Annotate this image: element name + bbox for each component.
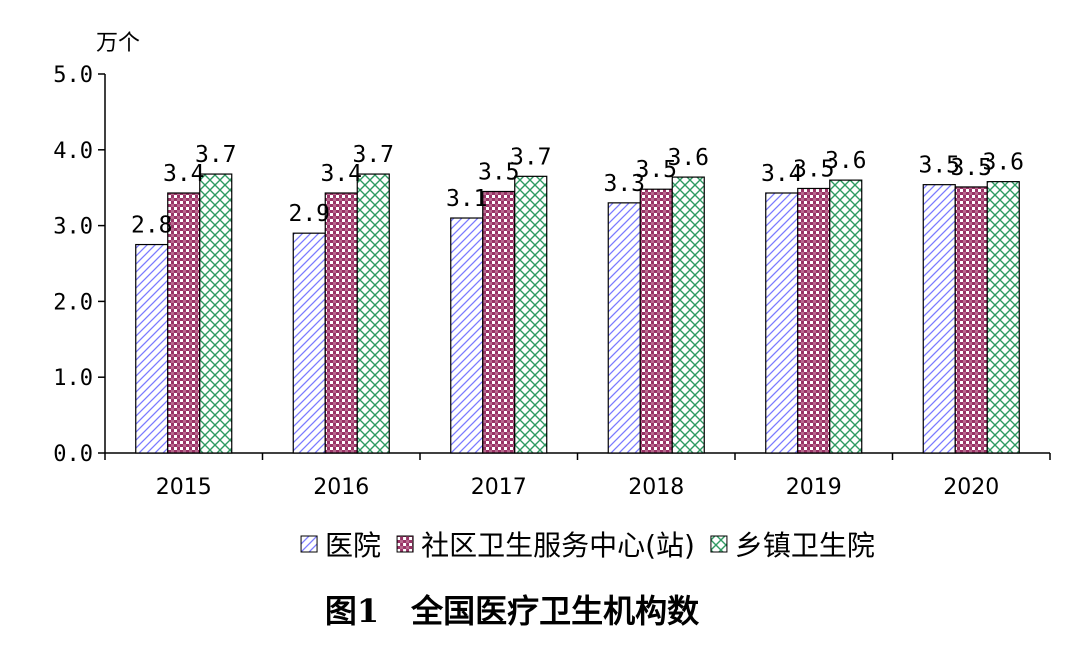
y-axis-unit: 万个 [96, 31, 140, 56]
data-label: 3.7 [510, 144, 552, 170]
data-label: 3.7 [195, 142, 237, 168]
data-label: 3.1 [446, 186, 488, 212]
x-category-label: 2015 [156, 475, 212, 500]
bar-1-2016 [324, 192, 358, 454]
bar-2-2018 [671, 176, 705, 454]
data-label: 2.9 [288, 201, 330, 227]
data-label: 3.3 [603, 171, 645, 197]
data-label: 2.8 [131, 213, 173, 239]
legend: 医院 社区卫生服务中心(站) 乡镇卫生院 [300, 529, 875, 562]
data-label: 3.6 [667, 145, 709, 171]
x-category-label: 2016 [313, 475, 369, 500]
x-category-label: 2017 [471, 475, 527, 500]
y-tick-label: 1.0 [53, 366, 93, 391]
legend-swatch [710, 535, 728, 553]
bar-2-2017 [514, 175, 548, 454]
bar-2-2016 [356, 173, 390, 454]
data-label: 3.5 [950, 155, 992, 181]
legend-swatch [396, 535, 414, 553]
y-tick-label: 0.0 [53, 442, 93, 467]
bars [135, 173, 1020, 454]
legend-swatch [300, 535, 318, 553]
x-category-label: 2019 [786, 475, 842, 500]
data-label: 3.4 [163, 161, 205, 187]
chart-title: 图1 全国医疗卫生机构数 [325, 592, 700, 630]
y-tick-label: 4.0 [53, 139, 93, 164]
bar-0-2017 [450, 217, 484, 454]
data-label: 3.5 [918, 153, 960, 179]
data-label: 3.5 [635, 157, 677, 183]
data-label: 3.4 [761, 161, 803, 187]
bar-2-2020 [986, 181, 1020, 454]
data-label: 3.7 [352, 142, 394, 168]
data-label: 3.6 [982, 150, 1024, 176]
x-axis: 2015 2016 2017 2018 2019 2020 [104, 452, 1051, 500]
data-labels: 2.8 2.93.13.3 3.4 3.53.4 3.4 3.5 3.5 3.5 3.53.7 3… [131, 142, 1024, 238]
y-tick-label: 2.0 [53, 290, 93, 315]
bar-0-2020 [922, 184, 956, 454]
bar-0-2019 [765, 192, 799, 454]
data-label: 3.5 [793, 156, 835, 182]
y-axis: 0.0 1.0 2.0 3.0 4.0 5.0 [53, 63, 106, 467]
bar-2-2015 [199, 173, 233, 454]
legend-label: 社区卫生服务中心(站) [421, 529, 695, 562]
bar-2-2019 [829, 179, 863, 454]
x-category-label: 2020 [943, 475, 999, 500]
y-tick-label: 5.0 [53, 63, 93, 88]
y-tick-label: 3.0 [53, 215, 93, 240]
legend-item: 乡镇卫生院 [710, 529, 875, 562]
data-label: 3.5 [478, 159, 520, 185]
bar-0-2016 [292, 232, 326, 454]
bar-1-2019 [797, 187, 831, 454]
legend-item: 社区卫生服务中心(站) [396, 529, 695, 562]
bar-1-2018 [639, 188, 673, 454]
bar-1-2015 [167, 192, 201, 454]
bar-0-2015 [135, 243, 169, 454]
data-label: 3.4 [320, 161, 362, 187]
bar-1-2017 [482, 190, 516, 454]
x-category-label: 2018 [628, 475, 684, 500]
legend-item: 医院 [300, 529, 381, 562]
bar-0-2018 [607, 202, 641, 454]
data-label: 3.6 [825, 148, 867, 174]
bar-1-2020 [954, 186, 988, 454]
legend-label: 医院 [325, 529, 381, 562]
legend-label: 乡镇卫生院 [735, 529, 875, 562]
